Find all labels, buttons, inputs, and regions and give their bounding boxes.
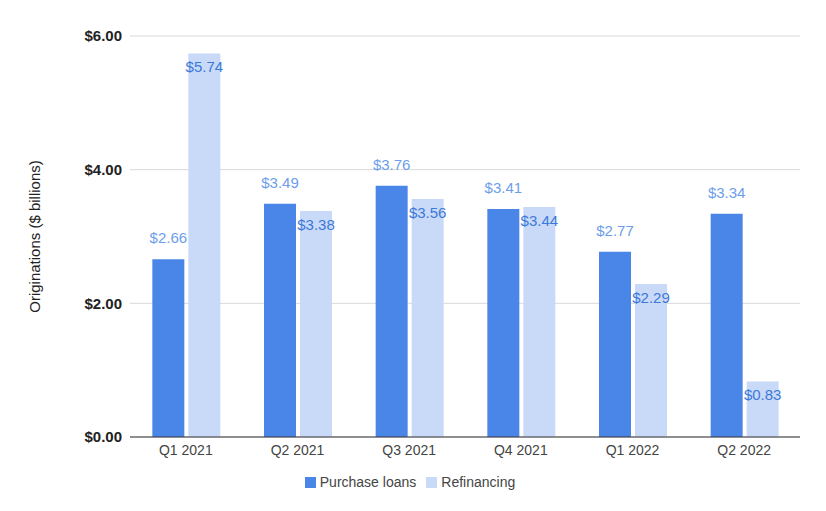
svg-text:$0.83: $0.83	[744, 386, 782, 403]
svg-text:$2.29: $2.29	[632, 289, 670, 306]
svg-text:Q2 2022: Q2 2022	[717, 442, 771, 458]
svg-text:$5.74: $5.74	[186, 58, 224, 75]
svg-text:$3.76: $3.76	[373, 156, 411, 173]
svg-text:Q3 2021: Q3 2021	[382, 442, 436, 458]
svg-text:$3.56: $3.56	[409, 204, 447, 221]
svg-text:Q1 2022: Q1 2022	[606, 442, 660, 458]
svg-text:$2.77: $2.77	[596, 222, 634, 239]
svg-text:$6.00: $6.00	[84, 27, 122, 44]
svg-text:Q4 2021: Q4 2021	[494, 442, 548, 458]
svg-text:$3.38: $3.38	[297, 216, 335, 233]
html-text:Purchase loans: Purchase loans	[319, 474, 417, 490]
svg-text:$3.41: $3.41	[485, 179, 523, 196]
html-text:Refinancing: Refinancing	[441, 474, 516, 490]
svg-text:$2.66: $2.66	[150, 229, 188, 246]
svg-text:$3.49: $3.49	[261, 174, 299, 191]
svg-text:Q1 2021: Q1 2021	[159, 442, 213, 458]
svg-text:$3.34: $3.34	[708, 184, 746, 201]
svg-text:$0.00: $0.00	[84, 428, 122, 445]
svg-text:Q2 2021: Q2 2021	[271, 442, 325, 458]
svg-text:$2.00: $2.00	[84, 295, 122, 312]
svg-text:Originations ($ billions): Originations ($ billions)	[26, 160, 43, 313]
svg-text:$4.00: $4.00	[84, 161, 122, 178]
svg-text:$3.44: $3.44	[521, 212, 559, 229]
